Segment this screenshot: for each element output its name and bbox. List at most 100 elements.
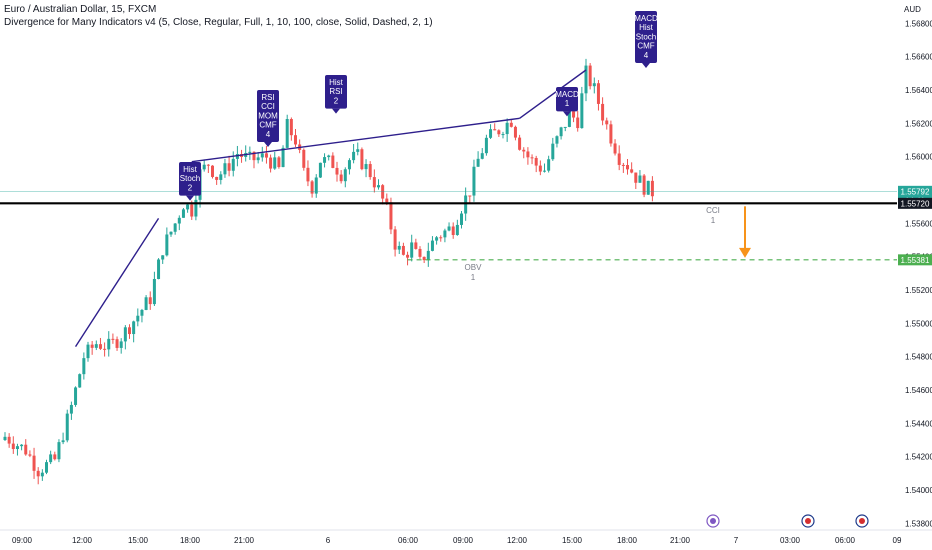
candle-body: [377, 185, 380, 188]
price-axis-bg: [897, 0, 932, 550]
candle: [244, 145, 248, 162]
candle-body: [642, 175, 646, 195]
flag-icon[interactable]: [801, 514, 815, 528]
label-pointer: [264, 142, 272, 147]
candle: [559, 126, 563, 140]
candle: [422, 256, 426, 264]
bottom-label-text: 1: [471, 273, 476, 282]
label-box: [556, 87, 578, 112]
label-text: 4: [644, 51, 649, 60]
candle-body: [144, 297, 148, 310]
candle: [447, 222, 451, 232]
candle-body: [418, 248, 422, 257]
lightning-icon[interactable]: [706, 514, 720, 528]
candle-body: [613, 143, 617, 154]
candle-body: [219, 174, 223, 180]
candle: [15, 443, 19, 456]
label-box: [635, 11, 657, 63]
candle-body: [323, 157, 327, 163]
candle: [472, 159, 476, 202]
candle: [347, 158, 351, 175]
candle-body: [559, 127, 563, 137]
label-text: Hist: [183, 165, 198, 174]
candle-body: [430, 240, 434, 251]
flag-icon[interactable]: [855, 514, 869, 528]
candle-body: [347, 160, 351, 170]
candle: [426, 242, 430, 267]
price-tick-label: 1.54400: [905, 419, 932, 428]
currency-label: AUD: [904, 5, 921, 14]
candle: [547, 155, 551, 173]
candle-body: [74, 387, 78, 405]
price-tick-label: 1.56800: [905, 19, 932, 28]
candle: [94, 340, 98, 351]
candle: [551, 137, 555, 161]
candle-body: [115, 339, 119, 348]
candle: [310, 180, 314, 198]
candle: [360, 147, 364, 171]
label-text: Hist: [639, 23, 654, 32]
candle: [646, 180, 650, 195]
candle-body: [111, 338, 115, 340]
label-text: MACD: [555, 90, 579, 99]
candle: [435, 235, 439, 245]
candle-body: [551, 143, 555, 160]
candle-body: [630, 169, 634, 173]
candle-body: [621, 164, 625, 166]
candle-body: [530, 157, 534, 159]
label-pointer: [563, 111, 571, 117]
candle-body: [107, 338, 111, 350]
candle-body: [152, 278, 156, 305]
candle: [455, 219, 459, 236]
label-text: 2: [334, 96, 339, 105]
label-text: RSI: [261, 93, 274, 102]
candle: [82, 352, 86, 380]
candle: [165, 227, 169, 257]
candle-body: [385, 198, 389, 203]
candle: [364, 159, 368, 178]
candle: [451, 222, 455, 239]
candle: [352, 143, 356, 164]
candle: [323, 153, 327, 168]
label-text: CCI: [261, 102, 275, 111]
candle: [638, 170, 642, 183]
label-box: [257, 90, 279, 142]
candle: [306, 160, 310, 187]
candle-body: [518, 137, 522, 150]
candle-body: [281, 147, 285, 168]
candle: [260, 146, 264, 162]
candle-body: [119, 341, 123, 348]
candle-body: [455, 224, 459, 235]
candle: [314, 174, 318, 198]
target-price-tag-bg: [898, 254, 932, 266]
candle: [460, 210, 463, 229]
candle: [605, 117, 609, 130]
label-text: Stoch: [180, 174, 200, 183]
candle-body: [53, 454, 57, 460]
candle: [11, 436, 15, 454]
time-axis: 09:00 12:00 15:00 18:00 21:00 6 06:00 09:00 12:0…: [0, 514, 932, 545]
candle-body: [302, 149, 306, 168]
candle: [609, 120, 613, 147]
candle: [211, 165, 214, 179]
candle-body: [82, 358, 86, 375]
candle: [592, 77, 596, 94]
candle: [418, 246, 422, 259]
price-tick-label: 1.56000: [905, 153, 932, 162]
time-tick-label: 09:00: [453, 536, 474, 545]
candle-body: [501, 134, 505, 136]
time-tick-label: 06:00: [398, 536, 419, 545]
candle-body: [20, 444, 24, 447]
candle-body: [497, 130, 501, 135]
candle: [61, 432, 65, 445]
candle-body: [352, 151, 356, 161]
time-tick-label: 15:00: [562, 536, 583, 545]
candle-body: [543, 170, 546, 172]
candle: [144, 295, 148, 311]
chart-header-symbol: Euro / Australian Dollar, 15, FXCM: [4, 4, 157, 15]
candle-body: [40, 472, 44, 477]
